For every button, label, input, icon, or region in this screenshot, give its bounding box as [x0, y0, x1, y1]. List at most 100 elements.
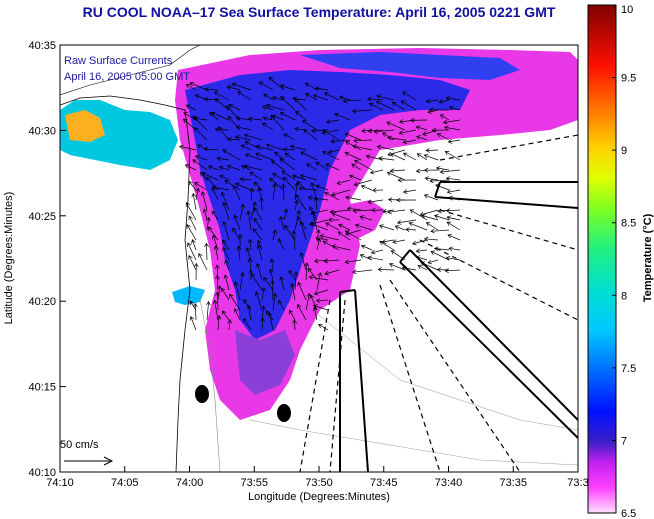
y-tick-label: 40:10 [28, 467, 56, 479]
current-vector-head [248, 269, 254, 274]
current-vector [315, 185, 329, 191]
current-vector [300, 151, 318, 161]
current-vector-head [297, 281, 302, 287]
current-vector-head [272, 292, 278, 298]
current-vector [424, 238, 439, 241]
current-vector-head [261, 122, 267, 128]
current-vector [232, 83, 252, 91]
current-vector-head [204, 87, 209, 92]
current-vector [403, 152, 417, 161]
y-tick-label: 40:30 [28, 125, 56, 137]
current-vector-head [352, 269, 357, 275]
current-vector [311, 182, 318, 201]
current-vector [234, 281, 241, 301]
current-vector-head [390, 250, 396, 255]
current-vector [189, 82, 208, 91]
current-vector-head [250, 273, 255, 278]
current-vector-head [398, 130, 404, 135]
current-vector-head [369, 169, 375, 175]
current-vector [295, 111, 307, 121]
current-vector [191, 239, 197, 251]
y-tick-label: 40:25 [28, 211, 56, 223]
current-vector [262, 105, 274, 111]
current-vector [447, 234, 461, 241]
current-vector-head [337, 231, 343, 236]
current-vector-head [194, 182, 199, 187]
current-vector-head [381, 239, 387, 244]
current-vector-head [185, 104, 191, 109]
current-vector [272, 183, 276, 201]
current-vector-head [239, 176, 244, 182]
current-vector [446, 209, 461, 212]
current-vector-head [212, 299, 218, 305]
current-vector [206, 217, 210, 231]
current-vector [229, 294, 241, 311]
current-vector-head [416, 153, 422, 158]
current-vector-head [204, 242, 209, 248]
current-vector [352, 269, 373, 273]
current-vector-head [387, 151, 392, 157]
current-vector-head [243, 318, 248, 323]
current-vector-head [220, 191, 226, 197]
current-vector-head [324, 270, 329, 276]
current-vector-head [241, 165, 246, 170]
current-vector [326, 119, 340, 123]
x-tick-label: 73:35 [499, 477, 527, 489]
current-vector [223, 221, 230, 241]
current-vector [324, 92, 340, 101]
current-vector [438, 99, 450, 103]
current-vector-head [289, 144, 295, 150]
current-vector [420, 209, 439, 216]
current-vector-head [444, 268, 449, 274]
current-vector [261, 197, 263, 211]
current-vector-head [315, 86, 320, 91]
scale-arrow-head [103, 456, 114, 466]
current-vector [361, 129, 373, 132]
current-vector [353, 209, 373, 212]
colorbar-tick-label: 9 [621, 145, 627, 157]
current-vector [392, 239, 406, 243]
current-vector [218, 126, 230, 141]
current-vector [235, 136, 252, 141]
current-vector-head [254, 291, 260, 296]
current-vector-head [185, 84, 191, 89]
current-vector-head [207, 165, 213, 170]
current-vector [217, 157, 230, 161]
current-vector [215, 245, 219, 261]
sst-blue-top [300, 52, 520, 80]
current-vector [339, 96, 351, 101]
current-vector [240, 178, 252, 181]
current-vector-head [302, 120, 307, 125]
current-vector-head [344, 259, 350, 265]
current-vector-head [435, 166, 441, 171]
current-vector-head [354, 223, 360, 229]
current-vector [328, 149, 340, 153]
current-vector-head [417, 264, 423, 269]
current-vector [412, 239, 428, 245]
current-vector-head [268, 76, 273, 82]
current-vector-head [244, 164, 249, 169]
current-vector [424, 194, 439, 201]
current-vector-head [425, 98, 431, 104]
page-title: RU COOL NOAA–17 Sea Surface Temperature:… [82, 4, 556, 20]
current-vector-head [227, 115, 233, 121]
current-vector-head [233, 308, 239, 313]
current-vector-head [188, 254, 193, 260]
current-vector [316, 272, 321, 291]
current-vector-head [352, 144, 357, 149]
current-vector [247, 211, 252, 231]
current-vector [232, 228, 241, 241]
current-vector-head [423, 236, 429, 242]
current-vector [371, 249, 384, 254]
current-vector [337, 179, 351, 185]
current-vector-head [331, 191, 336, 197]
current-vector-head [233, 281, 239, 286]
current-vector [216, 275, 219, 291]
current-vector-head [191, 192, 197, 198]
current-vector-head [376, 144, 382, 150]
current-vector [237, 91, 252, 101]
current-vector [203, 209, 208, 221]
current-vector-head [415, 125, 421, 130]
current-vector [309, 222, 329, 231]
current-vector-head [214, 98, 220, 103]
